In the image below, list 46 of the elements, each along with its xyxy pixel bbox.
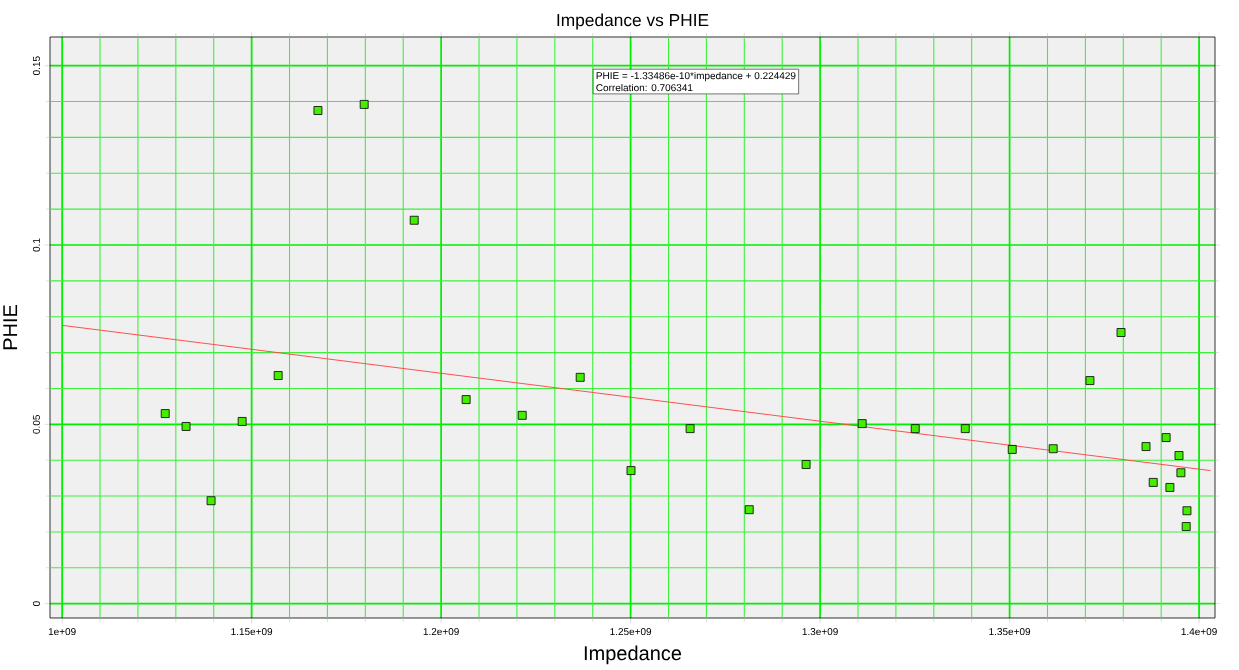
point	[910, 424, 920, 434]
point	[1174, 451, 1184, 460]
point	[181, 422, 191, 431]
x-tick-label: 1.4e+09	[1181, 628, 1217, 636]
y-tick-label: 0.15	[32, 56, 40, 76]
y-tick-label: 0.1	[32, 238, 40, 252]
annotation: Correlation: 0.706341	[596, 83, 693, 92]
point	[409, 215, 419, 225]
point	[359, 100, 369, 109]
point	[960, 424, 970, 434]
point	[1182, 506, 1192, 516]
x-tick-label: 1.2e+09	[423, 628, 459, 636]
x-tick-label: 1e+09	[48, 628, 76, 636]
point	[273, 371, 283, 380]
point	[160, 409, 170, 418]
point	[1048, 444, 1058, 454]
point	[744, 505, 754, 515]
x-tick-label: 1.3e+09	[802, 628, 838, 636]
point	[313, 106, 323, 115]
point	[1165, 483, 1175, 492]
point	[1007, 445, 1017, 454]
x-axis-title: Impedance	[584, 645, 682, 665]
point	[857, 419, 867, 428]
point	[1148, 478, 1158, 487]
point	[685, 424, 695, 434]
point	[1141, 442, 1151, 451]
point	[206, 496, 216, 506]
point	[461, 395, 471, 404]
point	[626, 466, 636, 475]
point	[1181, 522, 1191, 531]
x-tick-label: 1.35e+09	[989, 628, 1031, 636]
y-axis-title: PHIE	[3, 305, 18, 350]
point	[801, 460, 811, 469]
point	[1116, 328, 1126, 337]
y-tick-label: 0.05	[32, 415, 40, 434]
annotation: PHIE = -1.33486e-10*impedance + 0.224429	[596, 71, 796, 82]
x-tick-label: 1.15e+09	[231, 628, 273, 636]
point	[1161, 433, 1171, 442]
point	[1176, 468, 1186, 478]
chart-title: Impedance vs PHIE	[557, 13, 709, 30]
point	[1085, 376, 1095, 385]
point	[575, 372, 585, 382]
point	[517, 410, 527, 420]
x-tick-label: 1.25e+09	[610, 628, 652, 636]
y-tick-label: 0	[32, 601, 40, 607]
point	[237, 417, 247, 426]
